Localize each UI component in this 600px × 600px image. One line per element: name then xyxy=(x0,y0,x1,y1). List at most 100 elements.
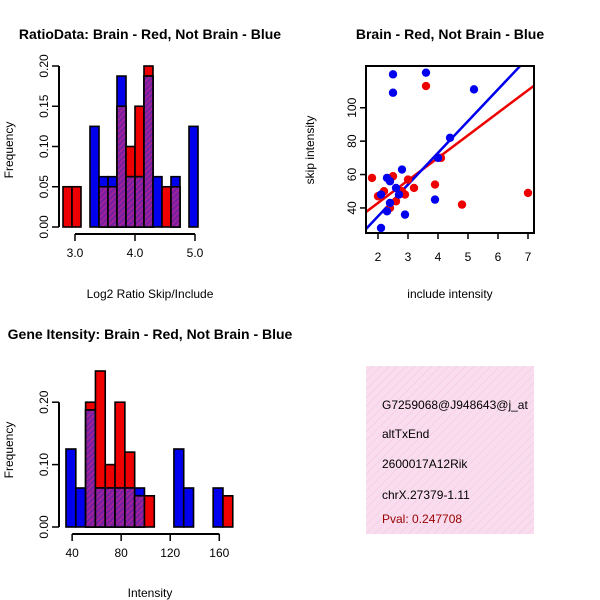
scatter-y-tick-label: 80 xyxy=(345,134,359,148)
scatter-point-not-brain xyxy=(397,165,407,174)
ratio-histogram-bar-brain xyxy=(161,185,172,228)
intensity-histogram-bar-brain xyxy=(222,494,234,528)
probe-id: G7259068@J948643@j_at xyxy=(382,398,528,412)
info-panel: G7259068@J948643@j_at altTxEnd 2600017A1… xyxy=(366,366,534,534)
intensity-histogram-x-tick-label: 120 xyxy=(160,546,180,560)
scatter-y-tick-label: 60 xyxy=(345,168,359,182)
intensity-histogram-bar-overlap xyxy=(124,487,136,528)
intensity-histogram-bar-not-brain xyxy=(65,448,77,528)
intensity-scatter: Brain - Red, Not Brain - Blue 2 3 4 5 6 7 40 60… xyxy=(303,26,544,301)
ratio-histogram-y-tick-label: 0.10 xyxy=(37,134,51,158)
scatter-point-not-brain xyxy=(376,190,386,199)
ratio-histogram-bars xyxy=(62,65,199,228)
intensity-histogram-bar-not-brain xyxy=(173,448,185,528)
scatter-point-not-brain xyxy=(421,68,431,77)
cluster-id: chrX.27379-1.11 xyxy=(382,488,470,502)
gene-symbol: 2600017A12Rik xyxy=(382,457,468,471)
ratio-histogram-xlabel: Log2 Ratio Skip/Include xyxy=(87,287,214,301)
ratio-histogram-y-tick-label: 0.00 xyxy=(37,215,51,239)
intensity-histogram-ylabel: Frequency xyxy=(2,422,16,479)
scatter-point-not-brain xyxy=(385,177,395,186)
scatter-x-tick-label: 2 xyxy=(375,250,382,264)
event-type: altTxEnd xyxy=(382,427,429,441)
pval-text: Pval: 0.247708 xyxy=(382,512,462,526)
scatter-point-brain xyxy=(421,81,431,91)
scatter-x-tick-label: 7 xyxy=(525,250,532,264)
scatter-point-not-brain xyxy=(400,210,410,219)
intensity-histogram-axes: 40 80 120 160 0.00 0.10 0.20 xyxy=(37,390,230,560)
scatter-point-not-brain xyxy=(388,88,398,97)
ratio-histogram-x-tick-label: 5.0 xyxy=(187,246,204,260)
intensity-histogram-y-tick-label: 0.00 xyxy=(37,515,51,539)
scatter-point-not-brain xyxy=(391,183,401,193)
intensity-histogram-bar-not-brain xyxy=(212,487,224,528)
ratio-histogram-bar-brain xyxy=(62,185,73,228)
scatter-y-tick-label: 40 xyxy=(345,201,359,215)
intensity-histogram-bar-not-brain xyxy=(182,487,195,528)
scatter-point-not-brain xyxy=(445,133,455,143)
scatter-point-brain xyxy=(400,190,410,199)
ratio-histogram-bar-overlap xyxy=(143,75,154,228)
scatter-point-not-brain xyxy=(433,153,443,163)
ratio-histogram-title: RatioData: Brain - Red, Not Brain - Blue xyxy=(19,26,281,42)
ratio-histogram-y-tick-label: 0.15 xyxy=(37,94,51,118)
scatter-x-tick-label: 4 xyxy=(435,250,442,264)
info-panel-background xyxy=(366,366,534,534)
ratio-histogram-ylabel: Frequency xyxy=(2,122,16,179)
scatter-axes: 2 3 4 5 6 7 40 60 80 100 xyxy=(345,97,532,264)
ratio-histogram-bar-brain xyxy=(71,185,82,228)
scatter-x-tick-label: 6 xyxy=(495,250,502,264)
intensity-histogram-y-tick-label: 0.10 xyxy=(37,453,51,477)
scatter-x-tick-label: 5 xyxy=(465,250,472,264)
ratio-histogram-bar-overlap xyxy=(125,175,136,228)
ratio-histogram-bar-not-brain xyxy=(188,125,199,228)
scatter-ylabel: skip intensity xyxy=(303,116,317,185)
ratio-histogram-bar-overlap xyxy=(170,185,181,228)
intensity-histogram-xlabel: Intensity xyxy=(128,586,173,600)
intensity-histogram-bars xyxy=(65,370,234,528)
scatter-point-not-brain xyxy=(430,195,440,204)
ratio-histogram-axes: 3.0 4.0 5.0 0.00 0.05 0.10 0.15 0.20 xyxy=(37,54,204,260)
intensity-histogram-bar-brain xyxy=(143,494,156,528)
scatter-point-not-brain xyxy=(394,190,404,199)
scatter-point-not-brain xyxy=(376,223,386,233)
scatter-point-not-brain xyxy=(385,198,395,208)
intensity-histogram-x-tick-label: 160 xyxy=(209,546,229,560)
ratio-histogram-bar-overlap xyxy=(98,185,109,228)
scatter-x-tick-label: 3 xyxy=(405,250,412,264)
intensity-histogram-bar-not-brain xyxy=(75,487,87,528)
intensity-histogram-y-tick-label: 0.20 xyxy=(37,390,51,414)
scatter-point-brain xyxy=(403,175,413,184)
ratio-histogram-bar-overlap xyxy=(134,175,145,228)
scatter-fit-line-brain xyxy=(366,84,534,213)
ratio-histogram-x-tick-label: 3.0 xyxy=(67,246,84,260)
intensity-histogram-x-tick-label: 40 xyxy=(65,546,79,560)
intensity-histogram-bar-overlap xyxy=(114,487,126,528)
scatter-frame xyxy=(365,65,535,234)
scatter-point-not-brain xyxy=(469,85,479,94)
scatter-xlabel: include intensity xyxy=(407,287,492,301)
scatter-point-brain xyxy=(430,180,440,189)
scatter-title: Brain - Red, Not Brain - Blue xyxy=(356,26,544,42)
intensity-histogram-bar-overlap xyxy=(94,487,107,528)
scatter-point-brain xyxy=(457,200,467,209)
intensity-histogram: Gene Itensity: Brain - Red, Not Brain - … xyxy=(2,326,293,600)
scatter-point-brain xyxy=(367,173,377,183)
scatter-y-tick-label: 100 xyxy=(345,97,359,117)
scatter-point-not-brain xyxy=(382,207,392,216)
scatter-point-brain xyxy=(523,188,533,198)
scatter-point-brain xyxy=(409,183,419,193)
ratio-histogram-bar-not-brain xyxy=(152,175,163,228)
scatter-point-not-brain xyxy=(388,70,398,79)
ratio-histogram-y-tick-label: 0.20 xyxy=(37,54,51,78)
ratio-histogram-bar-not-brain xyxy=(89,125,100,228)
ratio-histogram-x-tick-label: 4.0 xyxy=(127,246,144,260)
intensity-histogram-title: Gene Itensity: Brain - Red, Not Brain - … xyxy=(8,326,293,342)
ratio-histogram-y-tick-label: 0.05 xyxy=(37,175,51,199)
ratio-histogram-bar-overlap xyxy=(116,105,127,228)
scatter-marks xyxy=(366,66,534,233)
intensity-histogram-x-tick-label: 80 xyxy=(115,546,129,560)
intensity-histogram-bar-overlap xyxy=(84,409,97,528)
intensity-histogram-bar-overlap xyxy=(104,487,116,528)
